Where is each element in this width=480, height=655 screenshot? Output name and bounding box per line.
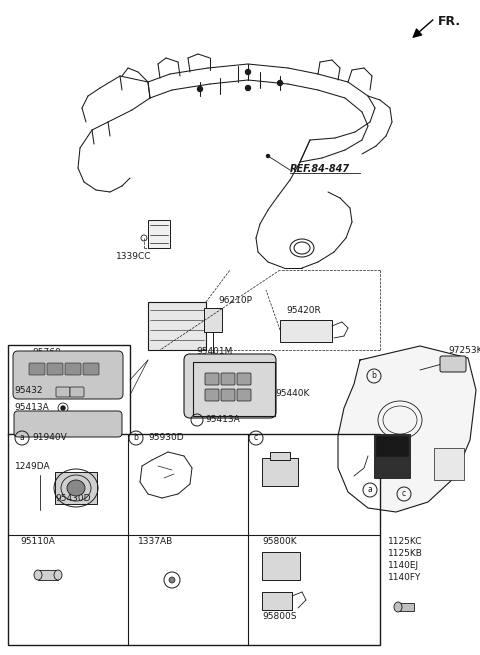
Text: 96210P: 96210P — [218, 296, 252, 305]
Text: 95800S: 95800S — [262, 612, 297, 621]
Ellipse shape — [34, 570, 42, 580]
Circle shape — [197, 86, 203, 92]
Bar — [38, 570, 58, 580]
Text: 95432: 95432 — [14, 386, 43, 395]
FancyBboxPatch shape — [184, 354, 276, 418]
Bar — [148, 220, 170, 248]
FancyBboxPatch shape — [221, 389, 235, 401]
Bar — [398, 603, 414, 611]
FancyBboxPatch shape — [29, 363, 45, 375]
Text: 95413A: 95413A — [205, 415, 240, 424]
Text: b: b — [133, 434, 138, 443]
Text: 1337AB: 1337AB — [138, 537, 173, 546]
Text: 95800K: 95800K — [262, 537, 297, 546]
Bar — [193, 362, 275, 416]
Text: 97253K: 97253K — [448, 346, 480, 355]
FancyBboxPatch shape — [47, 363, 63, 375]
Bar — [280, 320, 332, 342]
FancyBboxPatch shape — [237, 373, 251, 385]
Text: 1339CC: 1339CC — [116, 252, 152, 261]
Text: a: a — [20, 434, 24, 443]
Text: 95430D: 95430D — [55, 494, 91, 503]
Bar — [55, 472, 97, 504]
FancyBboxPatch shape — [14, 411, 122, 437]
FancyBboxPatch shape — [65, 363, 81, 375]
FancyBboxPatch shape — [70, 387, 84, 397]
Text: b: b — [372, 371, 376, 381]
Bar — [148, 302, 206, 350]
FancyBboxPatch shape — [83, 363, 99, 375]
Text: 95413A: 95413A — [14, 403, 49, 412]
Ellipse shape — [394, 602, 402, 612]
Circle shape — [169, 577, 175, 583]
Text: c: c — [254, 434, 258, 443]
FancyBboxPatch shape — [205, 373, 219, 385]
Bar — [376, 436, 408, 456]
Text: 95110A: 95110A — [20, 537, 55, 546]
FancyBboxPatch shape — [13, 351, 123, 399]
Text: REF.84-847: REF.84-847 — [290, 164, 350, 174]
Text: 1125KC: 1125KC — [388, 537, 422, 546]
Text: 95930D: 95930D — [148, 434, 184, 443]
Bar — [434, 448, 464, 480]
Circle shape — [245, 86, 251, 90]
Circle shape — [245, 69, 251, 75]
Circle shape — [266, 155, 269, 157]
Circle shape — [277, 81, 283, 86]
Text: 95401M: 95401M — [196, 347, 232, 356]
Bar — [262, 592, 292, 610]
Text: a: a — [368, 485, 372, 495]
Text: FR.: FR. — [438, 15, 461, 28]
Bar — [8, 434, 380, 645]
FancyBboxPatch shape — [221, 373, 235, 385]
Bar — [374, 434, 410, 478]
FancyBboxPatch shape — [237, 389, 251, 401]
Text: 91940V: 91940V — [32, 434, 67, 443]
Text: 95760: 95760 — [32, 348, 61, 357]
FancyBboxPatch shape — [56, 387, 70, 397]
FancyBboxPatch shape — [205, 389, 219, 401]
Text: 95420R: 95420R — [286, 306, 321, 315]
Bar — [262, 458, 298, 486]
Ellipse shape — [54, 570, 62, 580]
Bar — [262, 552, 300, 580]
FancyBboxPatch shape — [440, 356, 466, 372]
Bar — [204, 308, 222, 332]
Bar — [8, 345, 130, 435]
Ellipse shape — [67, 480, 85, 496]
Text: 1125KB: 1125KB — [388, 549, 423, 558]
Polygon shape — [338, 346, 476, 512]
Bar — [270, 452, 290, 460]
Text: 1140FY: 1140FY — [388, 573, 421, 582]
Circle shape — [61, 406, 65, 410]
Text: 1249DA: 1249DA — [15, 462, 50, 471]
Text: c: c — [402, 489, 406, 498]
Text: 1140EJ: 1140EJ — [388, 561, 419, 570]
Text: 95440K: 95440K — [275, 388, 310, 398]
